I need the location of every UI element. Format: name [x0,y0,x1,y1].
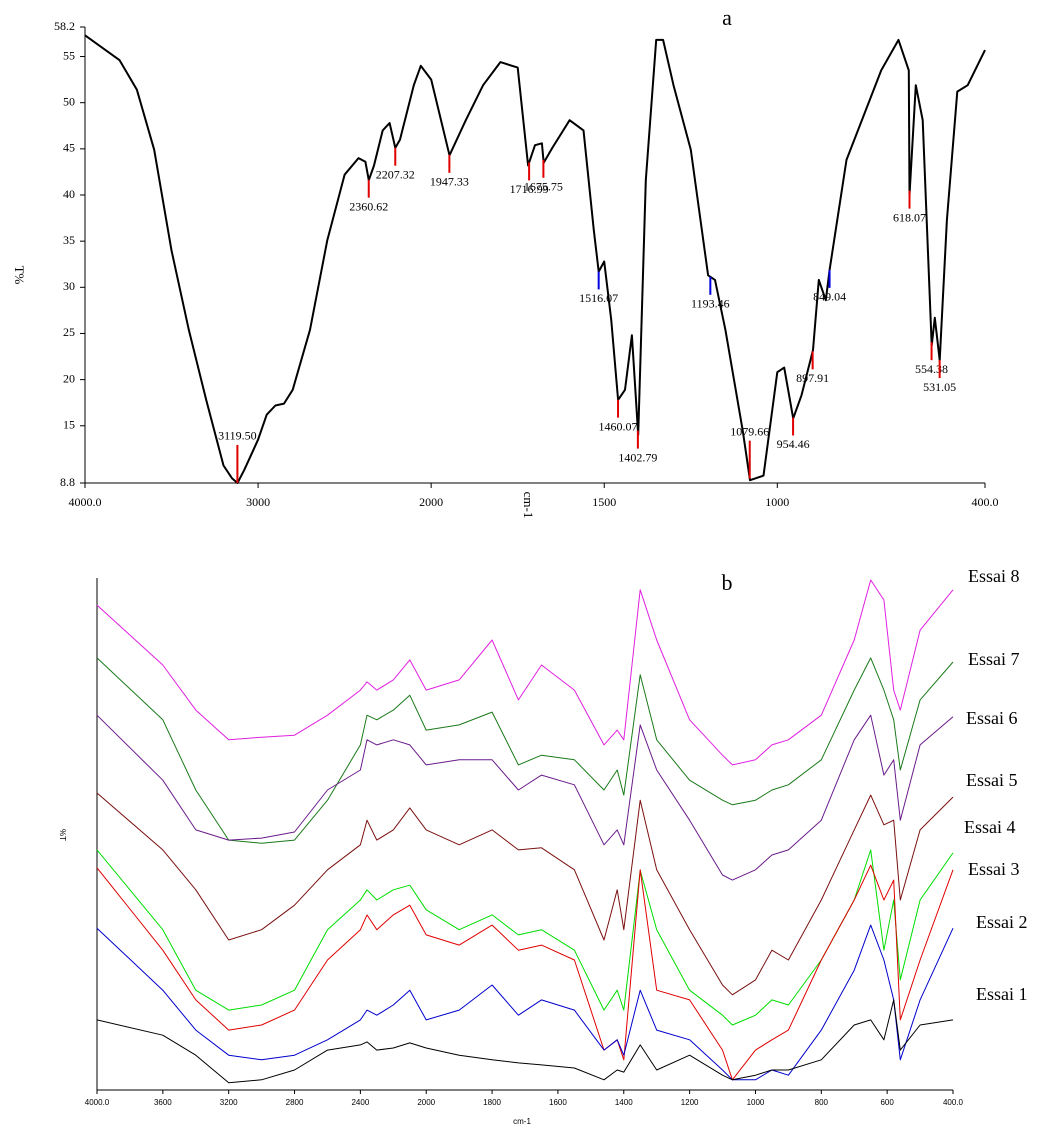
x-tick-label: 400.0 [972,495,999,509]
legend-label: Essai 4 [964,817,1016,837]
legend-label: Essai 7 [968,649,1020,669]
peak-label: 2360.62 [349,199,388,213]
y-tick-label: 20 [63,371,75,385]
peak-label: 954.46 [777,437,810,451]
spectrum-line [96,792,954,996]
y-tick-label: 35 [63,233,75,247]
x-tick-label: 1600 [549,1098,567,1107]
x-tick-label: 2800 [286,1098,304,1107]
y-tick-label: 45 [63,141,75,155]
x-tick-label: 1400 [615,1098,633,1107]
spectrum-line [96,924,954,1081]
peak-label: 531.05 [923,380,956,394]
x-axis-label: cm-1 [513,1117,531,1126]
spectrum-line [96,714,954,881]
spectrum-line [96,849,954,1026]
legend-label: Essai 1 [976,984,1028,1004]
x-tick-label: 3200 [220,1098,238,1107]
peak-label: 1079.66 [730,424,769,438]
peak-label: 1675.75 [524,180,563,194]
x-tick-label: 800 [815,1098,829,1107]
legend-label: Essai 6 [966,708,1018,728]
spectrum-line [96,579,954,766]
chart-title: a [722,5,732,30]
peak-label: 1716.99 [510,182,549,196]
peak-label: 618.07 [893,210,926,224]
legend-label: Essai 3 [968,859,1020,879]
y-axis-label: T% [12,266,27,285]
y-tick-label: 8.8 [60,475,75,489]
legend-label: Essai 8 [968,566,1020,586]
x-tick-label: 1000 [765,495,789,509]
x-tick-label: 1000 [747,1098,765,1107]
y-tick-label: 25 [63,325,75,339]
peak-label: 1460.07 [599,419,638,433]
peak-label: 2207.32 [376,167,415,181]
x-tick-label: 2000 [417,1098,435,1107]
peak-label: 1516.07 [579,291,618,305]
peak-label: 849.04 [813,290,846,304]
y-axis-label: %T [58,829,67,841]
peak-label: 554.38 [915,362,948,376]
x-tick-label: 1500 [592,495,616,509]
spectrum-line [96,864,954,1081]
x-tick-label: 1800 [483,1098,501,1107]
chart-title: b [722,570,733,595]
y-tick-label: 15 [63,418,75,432]
x-tick-label: 4000.0 [85,1098,110,1107]
spectrum-line [96,999,954,1084]
legend-label: Essai 2 [976,912,1028,932]
y-tick-label: 55 [63,48,75,62]
y-tick-label: 58.2 [54,19,75,33]
x-tick-label: 4000.0 [69,495,102,509]
x-tick-label: 3600 [154,1098,172,1107]
x-tick-label: 2000 [419,495,443,509]
peak-label: 1193.46 [691,297,730,311]
legend-label: Essai 5 [966,770,1018,790]
x-tick-label: 2400 [351,1098,369,1107]
x-tick-label: 3000 [246,495,270,509]
x-tick-label: 400.0 [943,1098,964,1107]
peak-label: 897.91 [796,371,829,385]
peak-label: 1402.79 [618,450,657,464]
peak-label: 1947.33 [430,175,469,189]
x-tick-label: 1200 [681,1098,699,1107]
y-tick-label: 30 [63,279,75,293]
peak-label: 3119.50 [218,429,257,443]
x-axis-label: cm-1 [521,492,536,519]
y-tick-label: 50 [63,94,75,108]
x-tick-label: 600 [880,1098,894,1107]
spectrum-line [96,657,954,844]
y-tick-label: 40 [63,187,75,201]
spectrum-line [84,34,986,484]
